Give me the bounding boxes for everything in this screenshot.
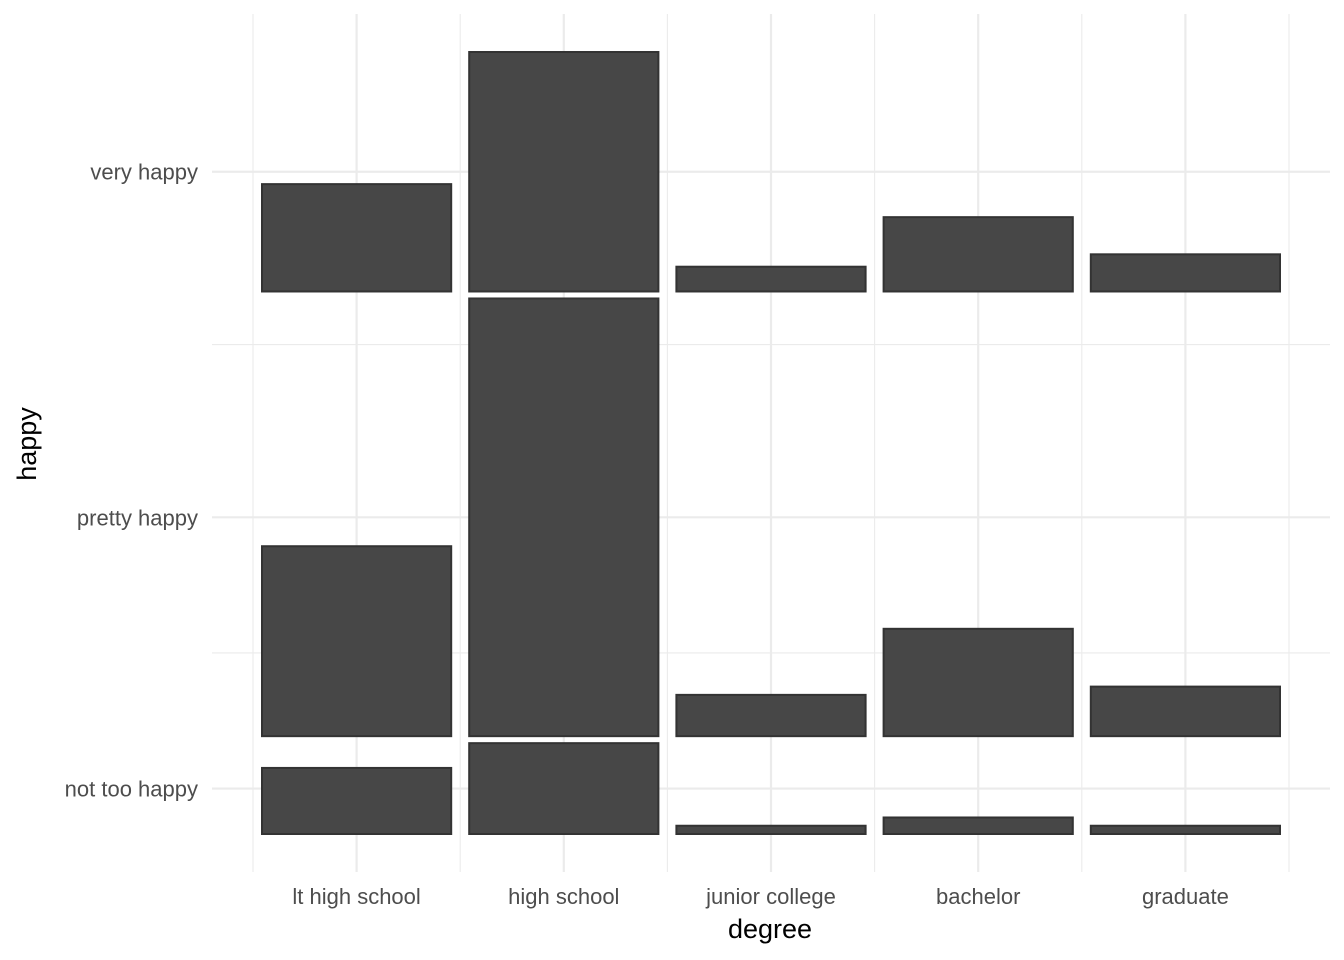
x-tick-label: bachelor: [936, 884, 1020, 909]
x-tick-label: graduate: [1142, 884, 1229, 909]
bar-segment: [1089, 253, 1282, 293]
bar-segment: [468, 51, 660, 293]
bar-segment: [882, 627, 1074, 738]
y-tick-label: not too happy: [65, 777, 198, 802]
x-axis-title: degree: [728, 914, 812, 944]
bar-segment: [1089, 685, 1282, 738]
bar-segment: [882, 816, 1074, 836]
x-axis-ticks: lt high school high school junior college b…: [292, 884, 1228, 909]
bar-segment: [261, 183, 453, 293]
y-axis-title: happy: [12, 407, 42, 481]
bar-segment: [882, 216, 1074, 293]
y-tick-label: very happy: [90, 160, 198, 185]
bar-segment: [1089, 824, 1282, 836]
grid-lines: [212, 14, 1330, 872]
bar-segment: [468, 297, 660, 738]
bar-segment: [675, 693, 867, 738]
bars: [261, 51, 1282, 836]
x-tick-label: high school: [508, 884, 619, 909]
bar-segment: [468, 742, 660, 836]
bar-segment: [261, 766, 453, 835]
y-axis-ticks: not too happy pretty happy very happy: [65, 160, 198, 802]
bar-segment: [261, 545, 453, 738]
x-tick-label: lt high school: [292, 884, 420, 909]
y-tick-label: pretty happy: [77, 505, 198, 530]
x-tick-label: junior college: [705, 884, 836, 909]
bar-segment: [675, 824, 867, 836]
bar-segment: [675, 265, 867, 293]
